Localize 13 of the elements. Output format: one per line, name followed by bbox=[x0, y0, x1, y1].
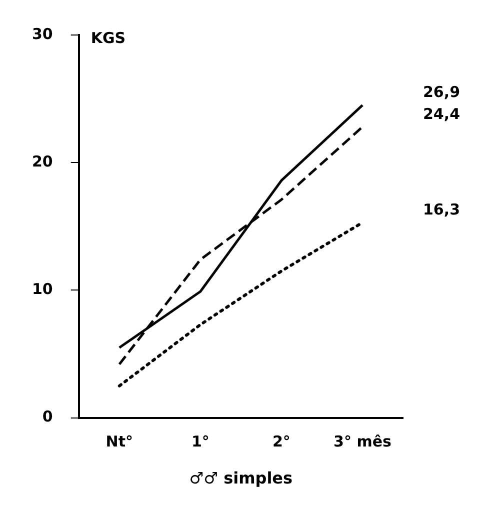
x-axis-title: ♂♂ simples bbox=[189, 468, 293, 488]
x-tick-label: 2° bbox=[272, 432, 290, 451]
y-tick-label: 20 bbox=[32, 152, 53, 170]
y-tick-label: 10 bbox=[32, 280, 53, 298]
x-tick-label: 1° bbox=[191, 432, 210, 451]
x-tick-label: Nt° bbox=[106, 432, 134, 451]
y-tick-label: 0 bbox=[42, 408, 53, 426]
text: 24,4 bbox=[423, 104, 460, 123]
text: 16,3 bbox=[423, 200, 460, 218]
x-tick-label: 3° mês bbox=[334, 432, 392, 451]
y-axis-title: KGS bbox=[90, 28, 126, 47]
y-tick-label: 30 bbox=[32, 24, 53, 43]
text: 26,9 bbox=[423, 83, 460, 102]
